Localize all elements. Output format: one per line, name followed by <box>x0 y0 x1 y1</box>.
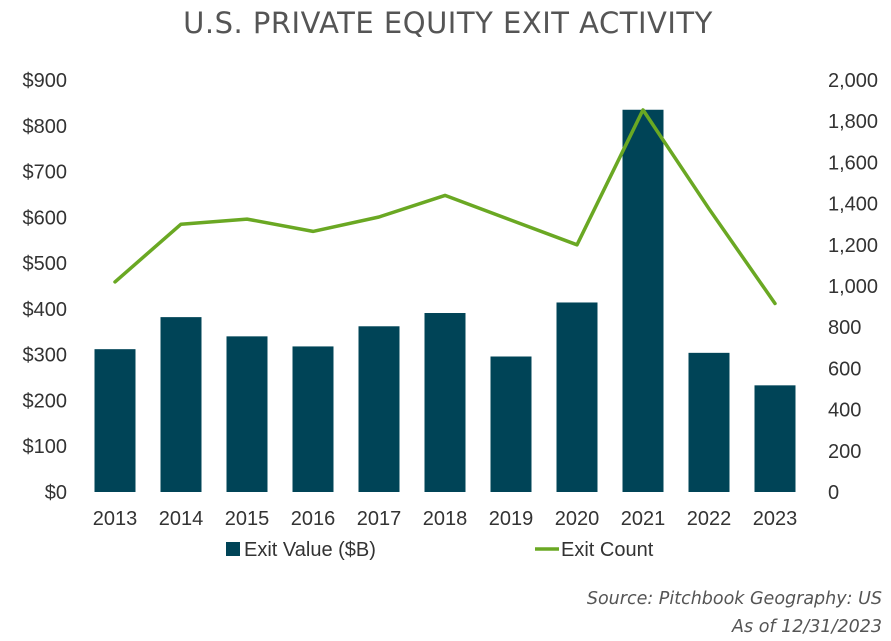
left-tick-label: $100 <box>23 436 68 458</box>
x-tick-label: 2021 <box>621 508 666 530</box>
bar-exit-value <box>424 313 466 492</box>
bar-exit-value <box>94 349 136 492</box>
x-tick-label: 2022 <box>687 508 732 530</box>
x-tick-label: 2018 <box>423 508 468 530</box>
right-tick-label: 2,000 <box>828 70 878 92</box>
legend: Exit Value ($B) Exit Count <box>226 539 654 561</box>
bar-exit-value <box>358 326 400 492</box>
left-tick-label: $800 <box>23 116 68 138</box>
left-tick-label: $300 <box>23 345 68 367</box>
x-axis: 2013 2014 2015 2016 2017 2018 2019 2020 2021 2022… <box>93 508 798 530</box>
legend-label-exit-count: Exit Count <box>561 539 654 561</box>
x-tick-label: 2013 <box>93 508 138 530</box>
as-of-note: As of 12/31/2023 <box>731 617 882 637</box>
x-tick-label: 2015 <box>225 508 270 530</box>
left-tick-label: $400 <box>23 299 68 321</box>
right-tick-label: 1,800 <box>828 111 878 133</box>
right-tick-label: 1,600 <box>828 152 878 174</box>
right-tick-label: 400 <box>828 400 861 422</box>
source-note: Source: Pitchbook Geography: US <box>587 589 882 609</box>
line-series <box>113 108 777 306</box>
left-tick-label: $700 <box>23 162 68 184</box>
left-tick-label: $200 <box>23 390 68 412</box>
right-tick-label: 0 <box>828 482 839 504</box>
legend-swatch-exit-value <box>226 542 240 556</box>
legend-label-exit-value: Exit Value ($B) <box>244 539 376 561</box>
right-tick-label: 1,000 <box>828 276 878 298</box>
left-tick-label: $500 <box>23 253 68 275</box>
bar-series <box>94 109 796 492</box>
x-tick-label: 2016 <box>291 508 336 530</box>
x-tick-label: 2019 <box>489 508 534 530</box>
chart-title: U.S. PRIVATE EQUITY EXIT ACTIVITY <box>183 6 713 40</box>
bar-exit-value <box>292 346 334 492</box>
left-tick-label: $0 <box>45 482 67 504</box>
left-tick-label: $900 <box>23 70 68 92</box>
bar-exit-value <box>160 317 202 492</box>
x-tick-label: 2017 <box>357 508 402 530</box>
bar-exit-value <box>688 352 730 492</box>
bar-exit-value <box>490 356 532 492</box>
right-axis: 0 200 400 600 800 1,000 1,200 1,400 1,600 1,800 2,… <box>828 70 878 504</box>
bar-exit-value <box>226 336 268 492</box>
bar-exit-value <box>556 302 598 492</box>
x-tick-label: 2014 <box>159 508 204 530</box>
right-tick-label: 800 <box>828 317 861 339</box>
right-tick-label: 600 <box>828 358 861 380</box>
bar-exit-value <box>754 385 796 492</box>
right-tick-label: 1,200 <box>828 235 878 257</box>
left-axis: $0 $100 $200 $300 $400 $500 $600 $700 $800 $900 <box>23 70 68 504</box>
right-tick-label: 1,400 <box>828 194 878 216</box>
bar-exit-value <box>622 109 664 492</box>
line-exit-count <box>113 108 777 306</box>
x-tick-label: 2020 <box>555 508 600 530</box>
right-tick-label: 200 <box>828 441 861 463</box>
x-tick-label: 2023 <box>753 508 798 530</box>
left-tick-label: $600 <box>23 207 68 229</box>
